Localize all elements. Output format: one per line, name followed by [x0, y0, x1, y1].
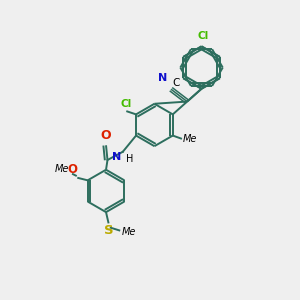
Text: Me: Me — [55, 164, 69, 174]
Text: N: N — [112, 152, 121, 162]
Text: O: O — [100, 129, 111, 142]
Text: Cl: Cl — [120, 99, 131, 109]
Text: Cl: Cl — [197, 31, 208, 41]
Text: S: S — [103, 224, 113, 238]
Text: C: C — [172, 78, 180, 88]
Text: N: N — [158, 73, 167, 83]
Text: O: O — [67, 163, 77, 176]
Text: Me: Me — [182, 134, 197, 144]
Text: Me: Me — [122, 227, 136, 237]
Text: H: H — [126, 154, 133, 164]
